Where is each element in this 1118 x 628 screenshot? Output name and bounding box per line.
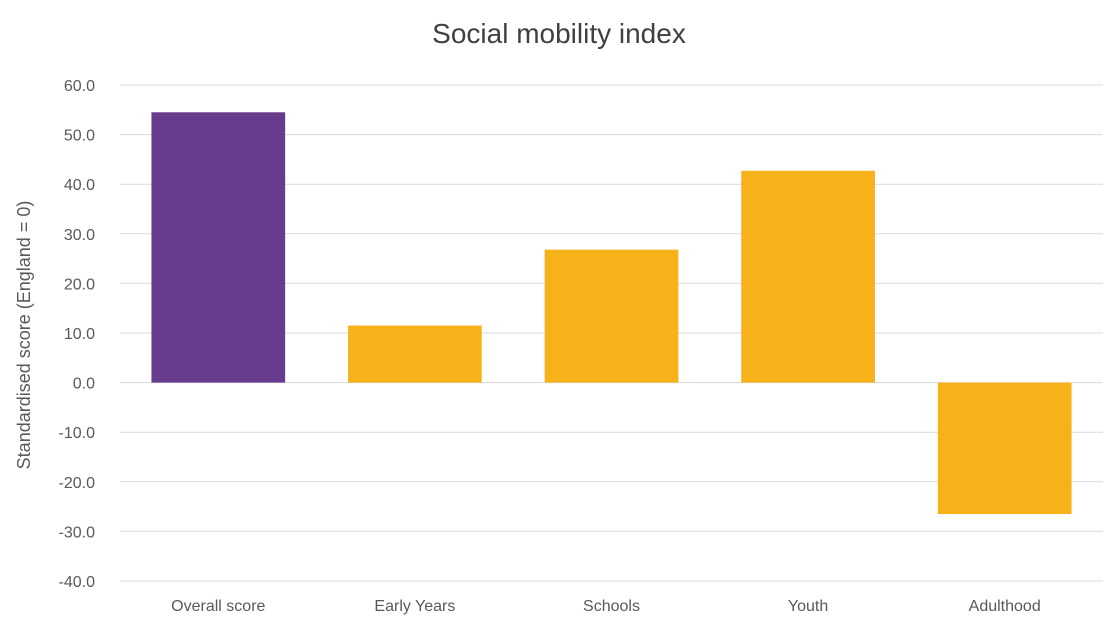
x-tick-label: Adulthood <box>969 598 1041 615</box>
bar-overall-score <box>151 112 286 383</box>
y-tick-label: 50.0 <box>64 128 95 145</box>
x-axis-ticks: Overall score Early Years Schools Youth Adul… <box>171 598 1041 615</box>
y-tick-label: 40.0 <box>64 177 95 194</box>
x-tick-label: Youth <box>788 598 828 615</box>
y-axis-ticks: 60.0 50.0 40.0 30.0 20.0 10.0 0.0 -10.0 -20.0 -30… <box>59 78 96 591</box>
y-tick-label: -10.0 <box>59 425 96 442</box>
x-tick-label: Early Years <box>374 598 455 615</box>
bar-adulthood <box>937 382 1072 515</box>
y-tick-label: 20.0 <box>64 276 95 293</box>
chart-title: Social mobility index <box>432 18 686 49</box>
bars <box>151 112 1072 515</box>
y-tick-label: -30.0 <box>59 524 96 541</box>
bar-early-years <box>348 325 482 383</box>
bar-youth <box>741 170 875 383</box>
y-tick-label: -20.0 <box>59 475 96 492</box>
y-tick-label: -40.0 <box>59 574 96 591</box>
y-tick-label: 30.0 <box>64 227 95 244</box>
y-axis-title: Standardised score (England = 0) <box>14 201 34 470</box>
bar-schools <box>544 249 679 383</box>
y-tick-label: 10.0 <box>64 326 95 343</box>
x-tick-label: Schools <box>583 598 640 615</box>
y-tick-label: 60.0 <box>64 78 95 95</box>
y-tick-label: 0.0 <box>73 376 95 393</box>
x-tick-label: Overall score <box>171 598 265 615</box>
